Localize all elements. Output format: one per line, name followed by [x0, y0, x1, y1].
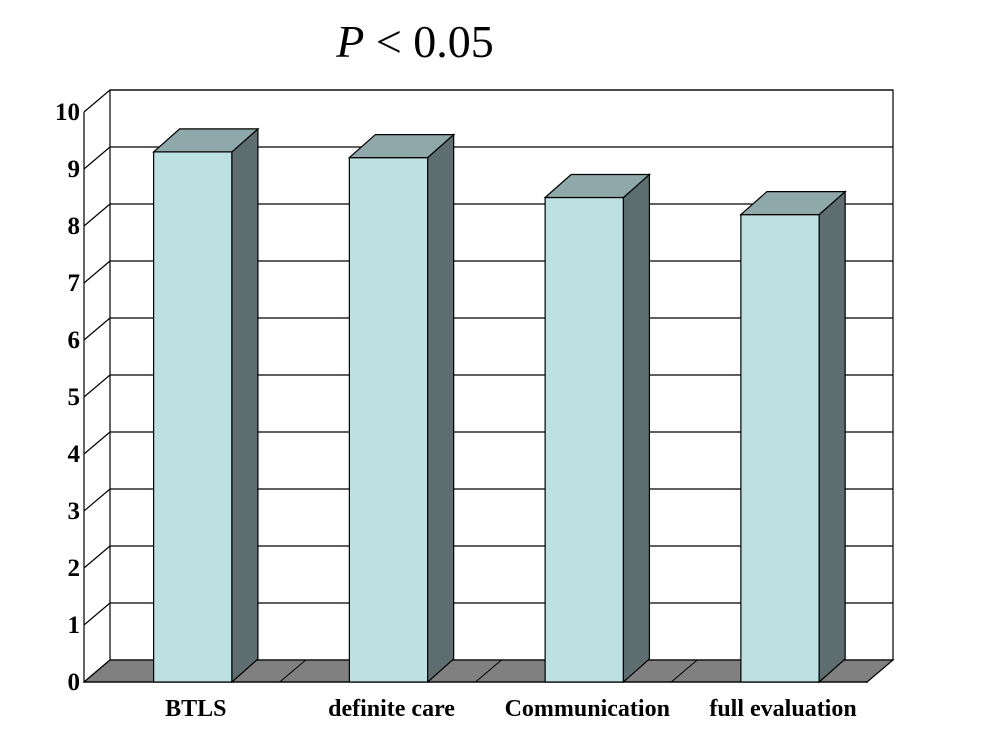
- y-tick-label: 8: [68, 213, 81, 240]
- bar-3: [543, 173, 652, 684]
- y-tick-label: 6: [68, 327, 81, 354]
- bar-top-face: [347, 134, 456, 159]
- y-tick-label: 4: [68, 441, 81, 468]
- bar-2: [347, 133, 456, 684]
- chart-title-rest: < 0.05: [364, 16, 493, 67]
- y-tick-label: 7: [68, 270, 81, 297]
- y-tick-label: 9: [68, 156, 81, 183]
- left-wall-gridline: [83, 317, 111, 341]
- bar-front-face: [740, 214, 820, 683]
- y-axis-tick-labels: 0 1 2 3 4 5 6 7 8 9 10: [55, 99, 81, 696]
- floor-divider: [670, 659, 698, 683]
- y-tick-label: 2: [68, 555, 81, 582]
- left-wall-gridline: [83, 545, 111, 569]
- bar-top-face: [543, 173, 652, 199]
- left-wall-gridline: [83, 374, 111, 398]
- left-wall-gridline: [83, 146, 111, 170]
- y-tick-label: 5: [68, 384, 81, 411]
- bar-side-face: [622, 173, 651, 684]
- chart-title-italic: P: [335, 16, 364, 67]
- bar-side-face: [427, 133, 455, 684]
- left-wall: [83, 89, 111, 683]
- bar-front-face: [348, 157, 429, 683]
- bar-front-face: [544, 196, 625, 683]
- bar-4: [739, 190, 847, 684]
- bar-side-face: [231, 127, 259, 684]
- x-category-label: Communication: [505, 696, 670, 722]
- x-category-label: definite care: [328, 696, 455, 722]
- left-wall-gridline: [83, 488, 111, 512]
- bar-top-face: [152, 128, 260, 153]
- bar-top-face: [739, 191, 847, 216]
- bars: [152, 127, 847, 684]
- bar-side-face: [818, 190, 846, 684]
- y-tick-label: 3: [68, 498, 81, 525]
- floor-divider: [279, 659, 307, 683]
- bar-front-face: [153, 151, 233, 683]
- left-wall-gridline: [83, 203, 111, 227]
- floor-divider: [475, 659, 502, 683]
- y-tick-label: 0: [68, 669, 81, 696]
- left-wall-gridline: [83, 431, 111, 455]
- chart-title: P < 0.05: [335, 16, 494, 67]
- x-category-label: full evaluation: [709, 696, 856, 722]
- bar-1: [152, 127, 260, 684]
- x-category-label: BTLS: [165, 696, 226, 722]
- y-tick-label: 1: [68, 612, 81, 639]
- left-wall-gridline: [83, 602, 111, 626]
- left-wall-gridline: [83, 260, 111, 284]
- left-wall-gridline: [83, 89, 111, 113]
- y-tick-label: 10: [55, 99, 80, 126]
- x-axis-category-labels: BTLS definite care Communication full evalu…: [165, 696, 857, 722]
